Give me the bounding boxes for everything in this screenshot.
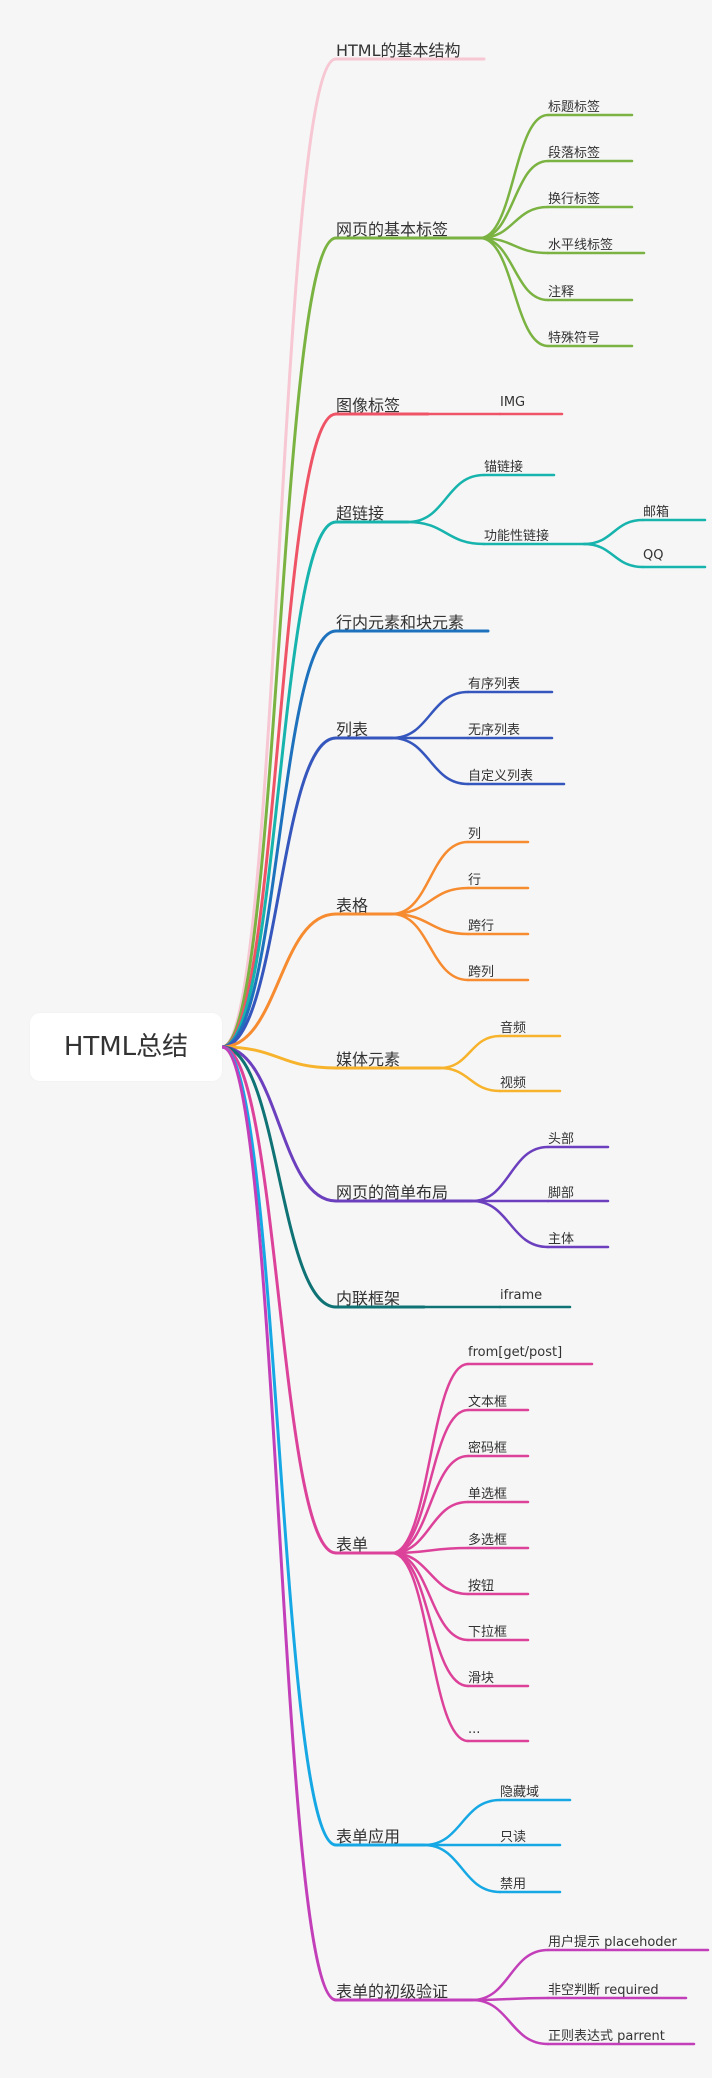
- child-connector: [478, 205, 550, 240]
- child-label[interactable]: 单选框: [468, 1487, 508, 1502]
- child-connector: [478, 236, 550, 348]
- child-label[interactable]: 隐藏域: [500, 1785, 540, 1800]
- child-connector: [390, 1500, 470, 1555]
- branch-label[interactable]: 媒体元素: [336, 1050, 401, 1069]
- child-connector: [478, 236, 550, 255]
- branch-connector: [220, 57, 338, 1049]
- branch-label[interactable]: 网页的简单布局: [336, 1183, 449, 1202]
- branch-connector: [220, 1045, 338, 1309]
- branch-label[interactable]: 表单应用: [336, 1827, 401, 1846]
- branch-label[interactable]: 行内元素和块元素: [336, 613, 465, 632]
- child-connector: [422, 1843, 502, 1894]
- child-label[interactable]: 按钮: [468, 1579, 495, 1594]
- child-connector: [390, 736, 470, 786]
- root-label: HTML总结: [63, 1032, 189, 1062]
- child-connector: [390, 690, 470, 740]
- child-connector: [478, 113, 550, 240]
- branch-label[interactable]: 网页的基本标签: [336, 220, 449, 239]
- child-label[interactable]: 下拉框: [468, 1625, 508, 1640]
- child-label[interactable]: 文本框: [468, 1395, 508, 1410]
- child-label[interactable]: 密码框: [468, 1441, 508, 1456]
- child-connector: [438, 1034, 502, 1070]
- branch-label[interactable]: 表格: [336, 896, 369, 915]
- child-label[interactable]: 正则表达式 parrent: [548, 2029, 665, 2044]
- child-label[interactable]: 滑块: [468, 1671, 495, 1686]
- branch-label[interactable]: 超链接: [336, 504, 385, 523]
- child-label[interactable]: ...: [468, 1722, 481, 1737]
- child-label[interactable]: 有序列表: [468, 677, 521, 692]
- child-label[interactable]: IMG: [500, 395, 526, 410]
- branch-label[interactable]: 列表: [336, 720, 369, 739]
- child-label[interactable]: 注释: [548, 285, 575, 300]
- child-label[interactable]: 自定义列表: [468, 769, 534, 784]
- branch-connector: [220, 912, 338, 1049]
- child-connector: [470, 1199, 550, 1249]
- child-label[interactable]: 行: [468, 873, 482, 888]
- child-label[interactable]: 头部: [548, 1132, 575, 1147]
- child-connector: [422, 1798, 502, 1847]
- child-label[interactable]: 标题标签: [548, 100, 601, 115]
- branch-connector: [220, 236, 338, 1049]
- child-connector: [390, 1408, 470, 1555]
- grandchild-connector: [582, 518, 645, 546]
- branch-connector: [220, 736, 338, 1049]
- child-connector: [390, 1454, 470, 1555]
- child-connector: [406, 520, 486, 546]
- child-label[interactable]: 多选框: [468, 1533, 508, 1548]
- root-node[interactable]: [30, 1013, 222, 1081]
- child-label[interactable]: 水平线标签: [548, 238, 614, 253]
- child-connector: [390, 1362, 470, 1555]
- child-connector: [390, 1551, 470, 1743]
- child-label[interactable]: 脚部: [548, 1186, 575, 1201]
- child-label[interactable]: 非空判断 required: [548, 1983, 659, 1998]
- child-label[interactable]: 特殊符号: [548, 331, 601, 346]
- child-connector: [390, 840, 470, 916]
- child-connector: [390, 1551, 470, 1688]
- child-label[interactable]: 跨列: [468, 965, 495, 980]
- child-label[interactable]: 用户提示 placehoder: [548, 1935, 677, 1950]
- branch-connector: [220, 520, 338, 1049]
- child-connector: [406, 473, 486, 524]
- child-label[interactable]: 只读: [500, 1830, 527, 1845]
- child-label[interactable]: 无序列表: [468, 723, 521, 738]
- child-label[interactable]: 段落标签: [548, 146, 601, 161]
- branch-connector: [220, 1045, 338, 1847]
- child-label[interactable]: 功能性链接: [484, 529, 550, 544]
- branch-connector: [220, 1045, 338, 1555]
- child-connector: [390, 1551, 470, 1642]
- child-connector: [470, 1145, 550, 1203]
- child-connector: [478, 159, 550, 240]
- grandchild-label[interactable]: 邮箱: [643, 505, 670, 520]
- child-connector: [470, 1948, 550, 2002]
- branch-connector: [220, 412, 338, 1049]
- branch-connector: [220, 1045, 338, 1203]
- branch-label[interactable]: 内联框架: [336, 1289, 401, 1308]
- child-label[interactable]: 换行标签: [548, 192, 601, 207]
- child-label[interactable]: 列: [468, 827, 482, 842]
- branch-connector: [220, 629, 338, 1049]
- grandchild-label[interactable]: QQ: [643, 548, 664, 563]
- child-connector: [470, 1998, 550, 2046]
- branch-connector: [220, 1045, 338, 2002]
- child-label[interactable]: from[get/post]: [468, 1345, 563, 1360]
- child-label[interactable]: 锚链接: [484, 460, 524, 475]
- branch-label[interactable]: 表单: [336, 1535, 369, 1554]
- child-label[interactable]: 音频: [500, 1021, 527, 1036]
- child-label[interactable]: iframe: [500, 1288, 543, 1303]
- child-label[interactable]: 主体: [548, 1232, 575, 1247]
- child-label[interactable]: 禁用: [500, 1877, 527, 1892]
- child-connector: [438, 1066, 502, 1093]
- child-label[interactable]: 视频: [500, 1076, 527, 1091]
- grandchild-connector: [582, 542, 645, 569]
- branch-connector: [220, 1045, 338, 1070]
- branch-label[interactable]: 表单的初级验证: [336, 1982, 449, 2001]
- child-connector: [390, 912, 470, 982]
- child-label[interactable]: 跨行: [468, 919, 495, 934]
- branch-label[interactable]: 图像标签: [336, 396, 401, 415]
- child-connector: [390, 886, 470, 916]
- branch-label[interactable]: HTML的基本结构: [336, 41, 461, 60]
